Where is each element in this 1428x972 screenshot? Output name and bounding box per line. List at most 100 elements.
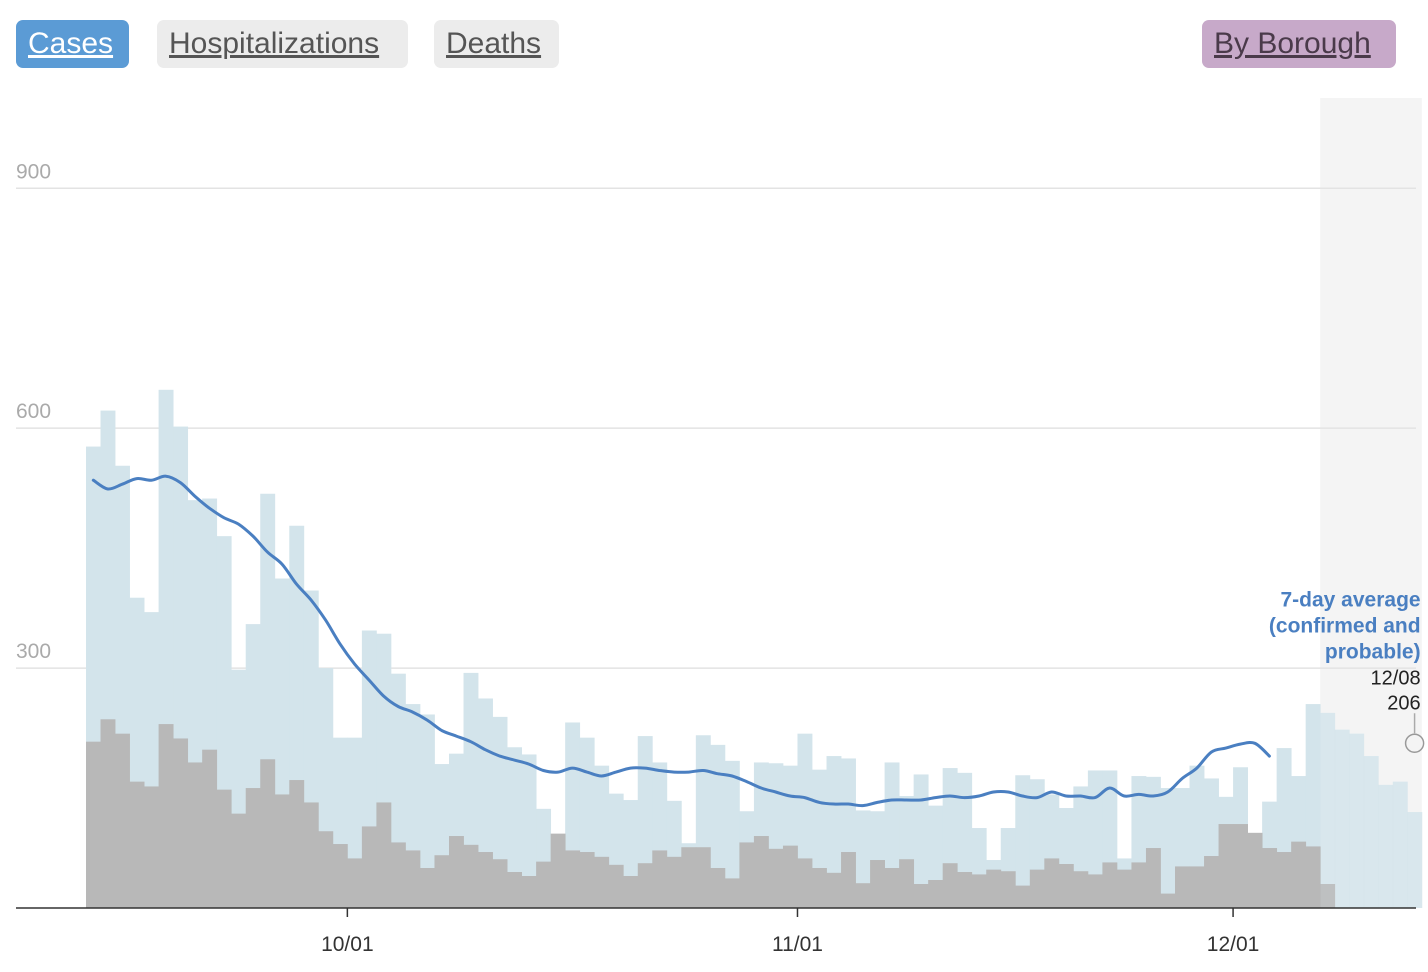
- x-axis: 10/01 11/01 12/01: [16, 907, 1416, 956]
- confirmed-bar: [782, 845, 798, 908]
- confirmed-bar: [724, 878, 740, 908]
- confirmed-bar: [1029, 869, 1045, 908]
- average-line: [91, 474, 1271, 808]
- confirmed-bar: [303, 802, 319, 908]
- confirmed-bar: [332, 844, 348, 908]
- confirmed-bar: [492, 859, 508, 908]
- probable-bar: [826, 756, 842, 908]
- probable-bar: [1363, 756, 1379, 908]
- confirmed-bar: [129, 781, 145, 908]
- confirmed-bar: [434, 855, 450, 908]
- confirmed-bar: [666, 856, 682, 908]
- confirmed-bar: [1189, 866, 1205, 908]
- confirmed-bar: [463, 844, 479, 908]
- annotation-value: 206: [1387, 692, 1420, 714]
- confirmed-bar: [231, 813, 247, 908]
- confirmed-bar: [405, 850, 421, 908]
- probable-bar: [913, 774, 929, 908]
- probable-bar: [507, 747, 522, 908]
- y-tick-label: 900: [16, 160, 51, 183]
- probable-bar: [1378, 784, 1394, 908]
- probable-bar: [419, 714, 435, 908]
- confirmed-bar: [753, 836, 769, 908]
- x-tick-label: 12/01: [1207, 933, 1260, 956]
- confirmed-bar: [536, 861, 552, 908]
- confirmed-bar: [637, 863, 653, 908]
- confirmed-bar: [478, 852, 493, 908]
- probable-bar: [1320, 712, 1336, 908]
- confirmed-bar: [942, 863, 958, 908]
- confirmed-bar: [957, 872, 973, 908]
- tab-deaths[interactable]: Deaths: [434, 20, 559, 68]
- confirmed-bar: [1102, 862, 1118, 908]
- confirmed-bar: [797, 858, 813, 908]
- confirmed-bar: [1233, 824, 1248, 908]
- confirmed-bar: [695, 847, 711, 908]
- confirmed-bar: [826, 872, 842, 908]
- by-borough-button[interactable]: By Borough: [1202, 20, 1396, 68]
- probable-bar: [1349, 733, 1365, 908]
- confirmed-bar: [274, 794, 290, 908]
- confirmed-bar: [376, 802, 392, 908]
- probable-bar: [710, 744, 726, 908]
- probable-bar: [1015, 775, 1031, 908]
- confirmed-bar: [884, 868, 900, 908]
- annotation-title-line3: probable): [1325, 640, 1421, 663]
- tab-hospitalizations[interactable]: Hospitalizations: [157, 20, 408, 68]
- confirmed-bar: [1247, 832, 1263, 908]
- confirmed-bar: [1204, 856, 1219, 908]
- confirmed-bar: [971, 874, 987, 908]
- confirmed-bar: [419, 868, 435, 908]
- confirmed-bar: [608, 864, 624, 908]
- confirmed-bar: [318, 831, 334, 908]
- y-tick-label: 300: [16, 640, 51, 663]
- confirmed-bars: [86, 719, 1336, 908]
- confirmed-bar: [1175, 866, 1190, 908]
- confirmed-bar: [1087, 874, 1103, 908]
- probable-bar: [1392, 781, 1408, 908]
- probable-bar: [1407, 812, 1423, 908]
- average-line-group: [91, 474, 1271, 808]
- confirmed-bar: [202, 749, 218, 908]
- confirmed-bar: [1058, 864, 1074, 908]
- confirmed-bar: [144, 786, 159, 908]
- confirmed-bar: [1116, 869, 1132, 908]
- confirmed-bar: [449, 836, 464, 908]
- confirmed-bar: [1291, 841, 1307, 908]
- confirmed-bar: [812, 868, 827, 908]
- confirmed-bar: [739, 842, 755, 908]
- confirmed-bar: [652, 850, 668, 908]
- confirmed-bar: [1276, 852, 1292, 908]
- confirmed-bar: [681, 847, 697, 908]
- confirmed-bar: [1145, 848, 1161, 908]
- confirmed-bar: [187, 762, 203, 908]
- confirmed-bar: [1262, 848, 1278, 908]
- probable-bar: [1160, 788, 1176, 908]
- confirmed-bar: [768, 848, 784, 908]
- tab-cases[interactable]: Cases: [16, 20, 129, 68]
- confirmed-bar: [507, 872, 522, 908]
- probable-bar: [724, 760, 740, 908]
- confirmed-bar: [1000, 871, 1016, 908]
- confirmed-bar: [550, 833, 566, 908]
- annotation-date: 12/08: [1371, 667, 1421, 689]
- confirmed-bar: [173, 738, 189, 908]
- annotation-marker: [1404, 733, 1425, 754]
- confirmed-bar: [1044, 858, 1060, 908]
- confirmed-bar: [1160, 893, 1176, 908]
- confirmed-bar: [841, 852, 856, 908]
- confirmed-bar: [245, 788, 261, 908]
- probable-bar: [1334, 729, 1350, 908]
- confirmed-bar: [260, 759, 276, 908]
- confirmed-bar: [390, 842, 406, 908]
- confirmed-bar: [855, 883, 871, 908]
- confirmed-bar: [594, 856, 610, 908]
- confirmed-bar: [289, 780, 305, 908]
- annotation-title-line1: 7-day average: [1280, 588, 1420, 611]
- confirmed-bar: [86, 741, 101, 908]
- x-tick-label: 10/01: [321, 933, 374, 956]
- annotation-group: 7-day average (confirmed and probable) 12/0…: [1269, 588, 1425, 754]
- probable-bar: [521, 754, 537, 908]
- annotation-title-line2: (confirmed and: [1269, 614, 1421, 637]
